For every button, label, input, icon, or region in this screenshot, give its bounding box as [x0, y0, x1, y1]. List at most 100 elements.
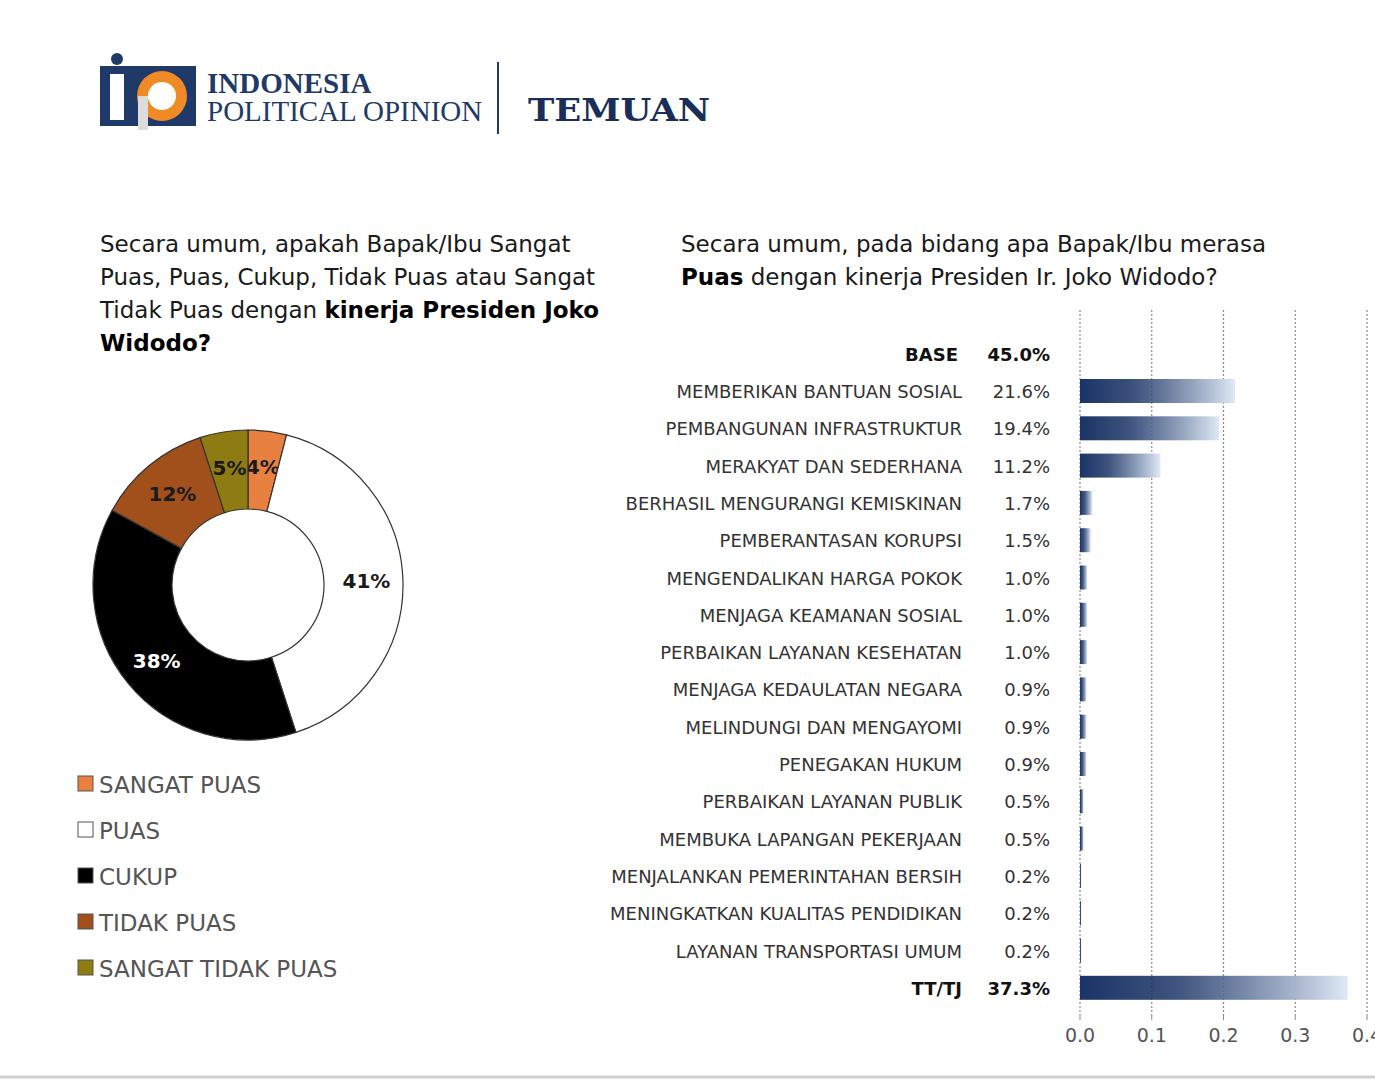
category-label: PEMBERANTASAN KORUPSI: [720, 530, 962, 551]
data-label: 5%: [212, 456, 246, 480]
data-label: 21.6%: [993, 381, 1050, 402]
tick-mark: [1223, 1015, 1224, 1020]
grid-line: [1151, 310, 1152, 1015]
title-run: Puas: [681, 264, 743, 290]
data-label: 1.5%: [1004, 530, 1050, 551]
category-label: PERBAIKAN LAYANAN KESEHATAN: [660, 642, 962, 663]
legend-swatch: [78, 960, 93, 975]
header: INDONESIAPOLITICAL OPINIONTEMUAN: [100, 53, 710, 134]
tick-mark: [1295, 1015, 1296, 1020]
donut-slice: [267, 435, 403, 733]
bar: [1080, 976, 1348, 1000]
title-run: dengan kinerja Presiden Ir. Joko Widodo?: [743, 264, 1217, 290]
logo-ring: [148, 82, 176, 110]
donut-slice: [200, 430, 248, 513]
data-label: 1.0%: [1004, 642, 1050, 663]
legend-swatch: [78, 914, 93, 929]
category-label: PERBAIKAN LAYANAN PUBLIK: [703, 791, 964, 812]
logo-i: [110, 74, 124, 120]
bar: [1080, 752, 1086, 776]
data-label: 1.7%: [1004, 493, 1050, 514]
bar: [1080, 603, 1087, 627]
category-label: MENGENDALIKAN HARGA POKOK: [667, 568, 964, 589]
data-label: 0.2%: [1004, 941, 1050, 962]
tick-label: 0.4: [1352, 1024, 1375, 1046]
data-label: 0.9%: [1004, 679, 1050, 700]
category-label: BERHASIL MENGURANGI KEMISKINAN: [626, 493, 962, 514]
page: INDONESIAPOLITICAL OPINIONTEMUAN 4% 41% 38%…: [0, 0, 1375, 1080]
legend-label: CUKUP: [99, 864, 177, 890]
data-label: 12%: [149, 482, 197, 506]
base-value: 45.0%: [988, 344, 1050, 365]
brand-text: POLITICAL OPINION: [207, 95, 482, 127]
bar: [1080, 901, 1081, 925]
question-title: Secara umum, apakah Bapak/Ibu Sangat Pua…: [100, 228, 635, 360]
tick-mark: [1080, 1015, 1081, 1020]
bar: [1080, 864, 1081, 888]
canvas: INDONESIAPOLITICAL OPINIONTEMUAN 4% 41% 38%…: [0, 0, 1375, 1080]
bar: [1080, 416, 1219, 440]
data-label: 0.9%: [1004, 754, 1050, 775]
data-label: 0.2%: [1004, 866, 1050, 887]
data-label: 38%: [133, 649, 181, 673]
data-label: 4%: [246, 455, 280, 479]
tick-mark: [1151, 1015, 1152, 1020]
bar: [1080, 491, 1092, 515]
data-label: 0.5%: [1004, 791, 1050, 812]
bar: [1080, 528, 1091, 552]
legend-swatch: [78, 822, 93, 837]
donut-chart: 4% 41% 38% 12% 5%: [93, 430, 403, 740]
data-label: 1.0%: [1004, 605, 1050, 626]
tick-label: 0.3: [1280, 1024, 1310, 1046]
title-run: Secara umum, pada bidang apa Bapak/Ibu m…: [681, 231, 1266, 257]
legend: SANGAT PUAS PUAS CUKUP TIDAK PUAS SANGAT TID…: [78, 772, 337, 982]
data-label: 11.2%: [993, 456, 1050, 477]
tick-label: 0.1: [1137, 1024, 1167, 1046]
data-label: 41%: [343, 569, 391, 593]
legend-swatch: [78, 868, 93, 883]
category-label: LAYANAN TRANSPORTASI UMUM: [676, 941, 962, 962]
data-label: 0.9%: [1004, 717, 1050, 738]
base-label: BASE: [905, 344, 958, 365]
header-divider: [497, 62, 499, 134]
tick-label: 0.2: [1208, 1024, 1238, 1046]
bar: [1080, 454, 1160, 478]
category-label: PENEGAKAN HUKUM: [779, 754, 962, 775]
grid-line: [1223, 310, 1224, 1015]
legend-swatch: [78, 776, 93, 791]
category-label: PEMBANGUNAN INFRASTRUKTUR: [666, 418, 962, 439]
donut-slice: [93, 510, 296, 740]
legend-label: SANGAT TIDAK PUAS: [99, 956, 337, 982]
bar: [1080, 677, 1086, 701]
category-label: MENJAGA KEAMANAN SOSIAL: [700, 605, 962, 626]
bar: [1080, 827, 1084, 851]
tick-label: 0.0: [1065, 1024, 1095, 1046]
question-title: Secara umum, pada bidang apa Bapak/Ibu m…: [681, 228, 1301, 294]
logo-dot: [111, 53, 123, 65]
grid-line: [1295, 310, 1296, 1015]
bottom-rule: [0, 1076, 1375, 1079]
bar: [1080, 715, 1086, 739]
bar-chart: 0.0 0.1 0.2 0.3 0.4 BASE 45.0% MEMBERIKAN BANTU…: [610, 310, 1375, 1046]
category-label: MELINDUNGI DAN MENGAYOMI: [686, 717, 962, 738]
legend-label: PUAS: [99, 818, 160, 844]
category-label: MENINGKATKAN KUALITAS PENDIDIKAN: [610, 903, 962, 924]
category-label: MEMBUKA LAPANGAN PEKERJAAN: [659, 829, 962, 850]
legend-label: TIDAK PUAS: [98, 910, 236, 936]
legend-label: SANGAT PUAS: [99, 772, 261, 798]
category-label: MENJALANKAN PEMERINTAHAN BERSIH: [611, 866, 962, 887]
bar: [1080, 789, 1084, 813]
bar: [1080, 379, 1235, 403]
bar: [1080, 939, 1081, 963]
bar: [1080, 566, 1087, 590]
data-label: 37.3%: [988, 978, 1050, 999]
tick-mark: [1367, 1015, 1368, 1020]
data-label: 0.2%: [1004, 903, 1050, 924]
data-label: 0.5%: [1004, 829, 1050, 850]
logo-stem: [138, 96, 148, 130]
grid-line: [1366, 310, 1367, 1015]
category-label: MEMBERIKAN BANTUAN SOSIAL: [677, 381, 962, 402]
bar: [1080, 640, 1087, 664]
category-label: MENJAGA KEDAULATAN NEGARA: [673, 679, 963, 700]
category-label: TT/TJ: [911, 978, 962, 999]
